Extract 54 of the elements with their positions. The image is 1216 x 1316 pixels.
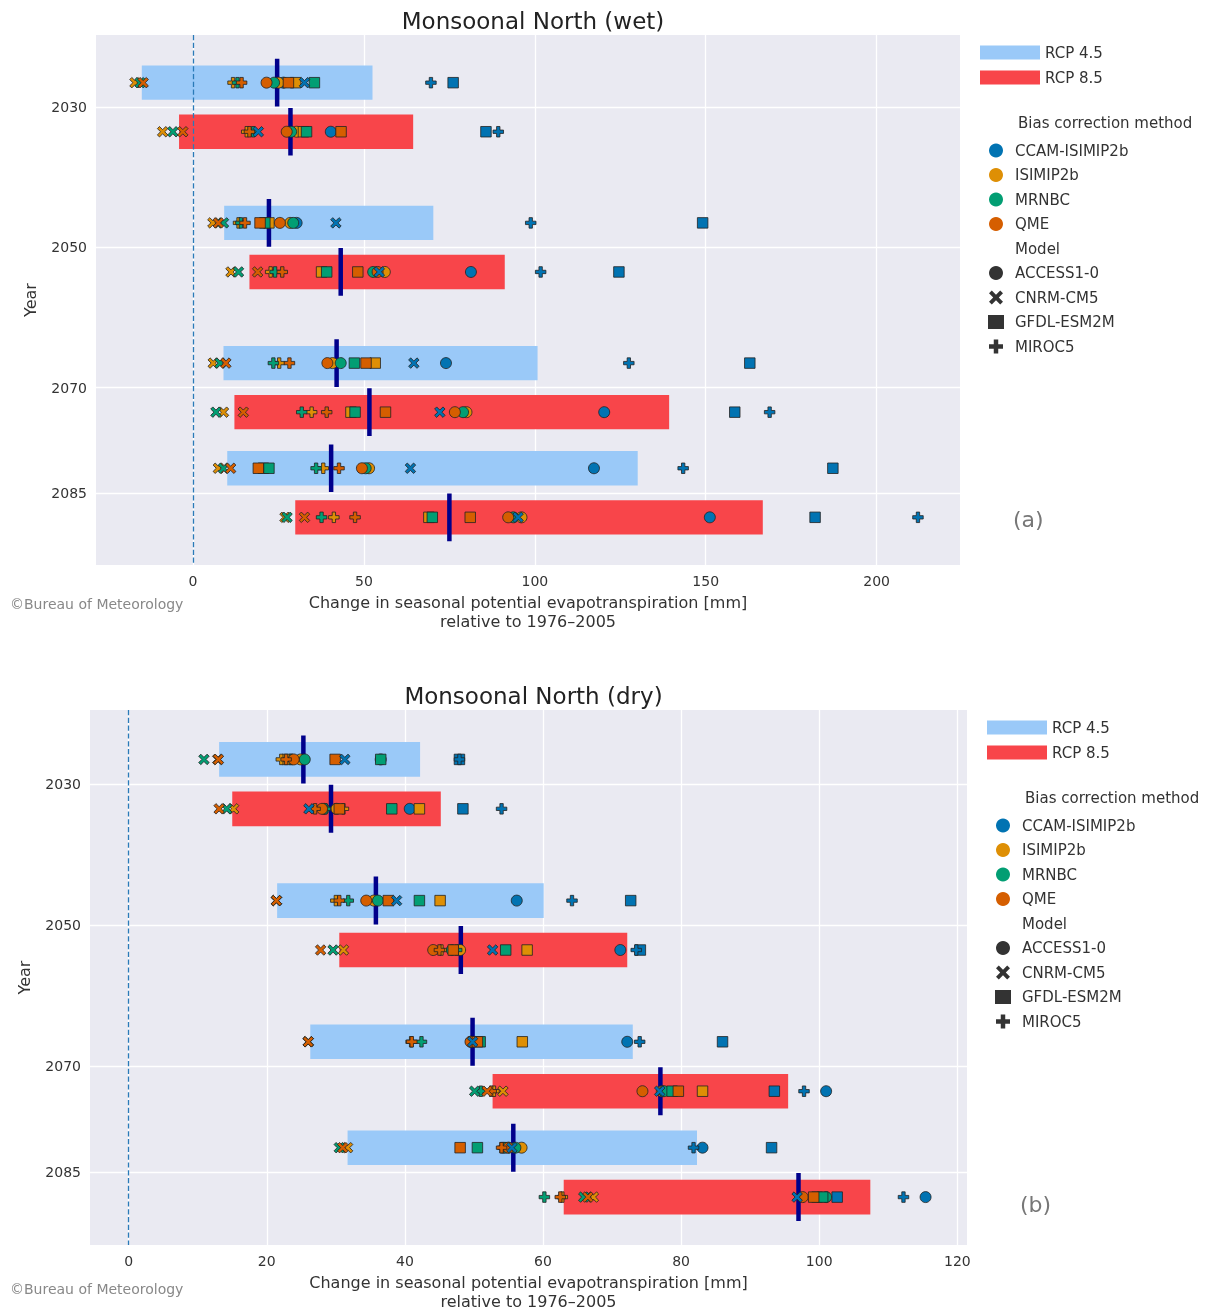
legend-label: CNRM-CM5	[1022, 963, 1106, 982]
legend-label: GFDL-ESM2M	[1015, 313, 1115, 331]
x-axis-title: Change in seasonal potential evapotranspiration [mm] relative to 1976–2005	[308, 592, 748, 631]
legend-label: MRNBC	[1015, 190, 1071, 209]
x-tick-label: 150	[692, 573, 720, 589]
x-tick-label: 120	[943, 1253, 971, 1270]
text: Model	[1022, 914, 1068, 933]
legend-label: ISIMIP2b	[1022, 841, 1086, 859]
text: (a)	[1013, 506, 1044, 532]
y-tick-label: 2070	[45, 1058, 81, 1075]
x-tick-label: 80	[672, 1253, 691, 1270]
y-axis-title: Year	[20, 282, 40, 318]
y-tick-label: 2050	[45, 917, 81, 934]
legend-label: ACCESS1-0	[1022, 939, 1106, 957]
chart-title: Monsoonal North (wet)	[401, 7, 665, 34]
y-tick-label: 2030	[51, 99, 87, 116]
legend-label: RCP 8.5	[1045, 68, 1103, 87]
legend-label: CCAM-ISIMIP2b	[1022, 816, 1136, 835]
legend-label: QME	[1015, 215, 1050, 233]
legend-title: Bias correction method	[1018, 113, 1193, 132]
x-tick-label: 60	[534, 1253, 552, 1270]
x-tick-label: 0	[124, 1253, 134, 1270]
legend-label: MRNBC	[1022, 865, 1078, 884]
y-tick-label: 2030	[45, 776, 81, 793]
x-tick-label: 40	[395, 1253, 414, 1270]
x-tick-label: 100	[521, 573, 549, 589]
chart-title: Monsoonal North (dry)	[404, 682, 663, 709]
legend-label: MIROC5	[1015, 337, 1075, 356]
y-tick-label: 2085	[45, 1164, 81, 1181]
text: Model	[1015, 239, 1061, 258]
legend-label: GFDL-ESM2M	[1022, 988, 1122, 1006]
x-tick-label: 0	[188, 573, 198, 589]
text: ©Bureau of Meteorology	[10, 1281, 184, 1297]
x-axis-title: Change in seasonal potential evapotranspiration [mm] relative to 1976–2005	[309, 1273, 748, 1311]
legend-label: RCP 4.5	[1052, 718, 1110, 737]
legend-label: CCAM-ISIMIP2b	[1015, 141, 1129, 160]
x-tick-label: 20	[257, 1253, 276, 1270]
x-tick-label: 200	[863, 573, 890, 589]
x-tick-label: 100	[805, 1253, 833, 1270]
legend-label: RCP 8.5	[1052, 743, 1110, 762]
legend-label: MIROC5	[1022, 1012, 1082, 1031]
legend-label: ISIMIP2b	[1015, 166, 1079, 184]
text: ©Bureau of Meteorology	[10, 596, 184, 612]
legend-title: Bias correction method	[1025, 788, 1200, 807]
legend-label: RCP 4.5	[1045, 43, 1103, 62]
y-tick-label: 2050	[51, 239, 87, 256]
y-tick-label: 2085	[51, 484, 87, 501]
legend-label: QME	[1022, 890, 1057, 908]
x-tick-label: 50	[355, 573, 373, 589]
y-tick-label: 2070	[51, 379, 87, 396]
legend-label: CNRM-CM5	[1015, 288, 1099, 307]
legend-label: ACCESS1-0	[1015, 264, 1099, 282]
text: (b)	[1020, 1191, 1052, 1217]
y-axis-title: Year	[14, 960, 34, 996]
